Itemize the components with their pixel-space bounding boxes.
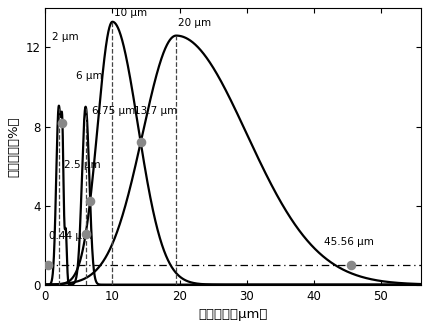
Point — [45, 262, 52, 268]
Text: 20 μm: 20 μm — [178, 18, 211, 28]
Y-axis label: 体积密度（%）: 体积密度（%） — [7, 116, 20, 176]
Text: 6.75 μm: 6.75 μm — [92, 106, 136, 116]
Text: 13.7 μm: 13.7 μm — [134, 106, 177, 116]
Text: 0.44 μm: 0.44 μm — [49, 231, 92, 241]
Point — [137, 140, 144, 145]
Point — [82, 232, 89, 237]
Point — [348, 262, 354, 268]
X-axis label: 粒度分级（μm）: 粒度分级（μm） — [199, 308, 268, 321]
Point — [87, 198, 94, 203]
Text: 2 μm: 2 μm — [52, 31, 79, 42]
Text: 10 μm: 10 μm — [114, 8, 148, 18]
Point — [59, 121, 66, 126]
Text: 45.56 μm: 45.56 μm — [324, 237, 374, 247]
Text: 6 μm: 6 μm — [76, 71, 102, 81]
Text: 2.5 μm: 2.5 μm — [64, 160, 101, 170]
